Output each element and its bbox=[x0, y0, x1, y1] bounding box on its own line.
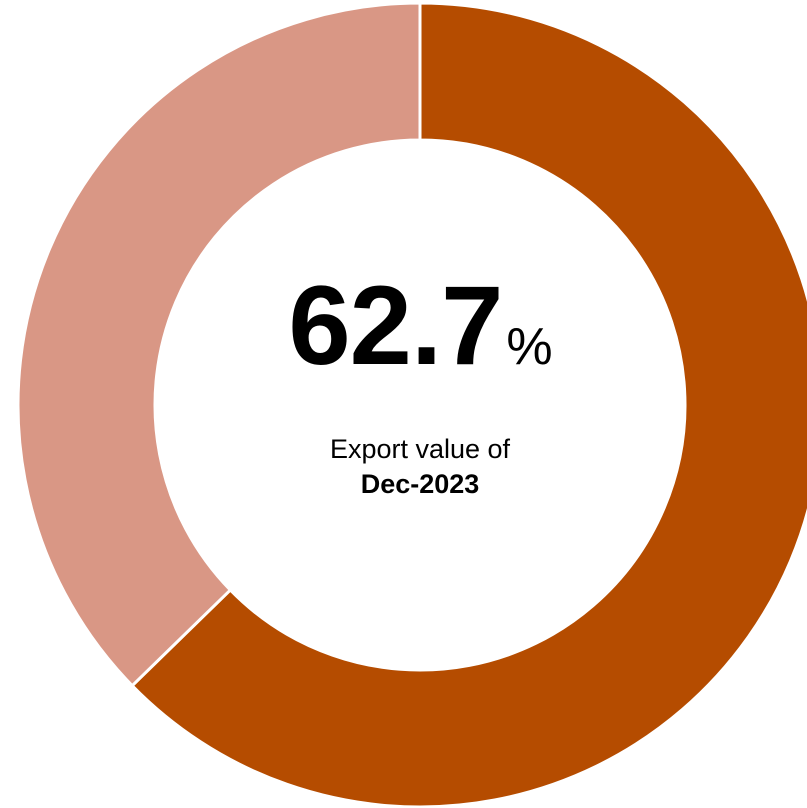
center-percentage: 62.7% bbox=[0, 270, 807, 382]
center-caption-line2: Dec-2023 bbox=[360, 469, 480, 499]
percentage-value: 62.7 bbox=[288, 263, 503, 388]
slice-major bbox=[130, 1, 807, 808]
center-caption-line1: Export value of bbox=[329, 434, 511, 464]
slice-minor bbox=[16, 1, 422, 688]
percentage-unit: % bbox=[506, 318, 552, 376]
